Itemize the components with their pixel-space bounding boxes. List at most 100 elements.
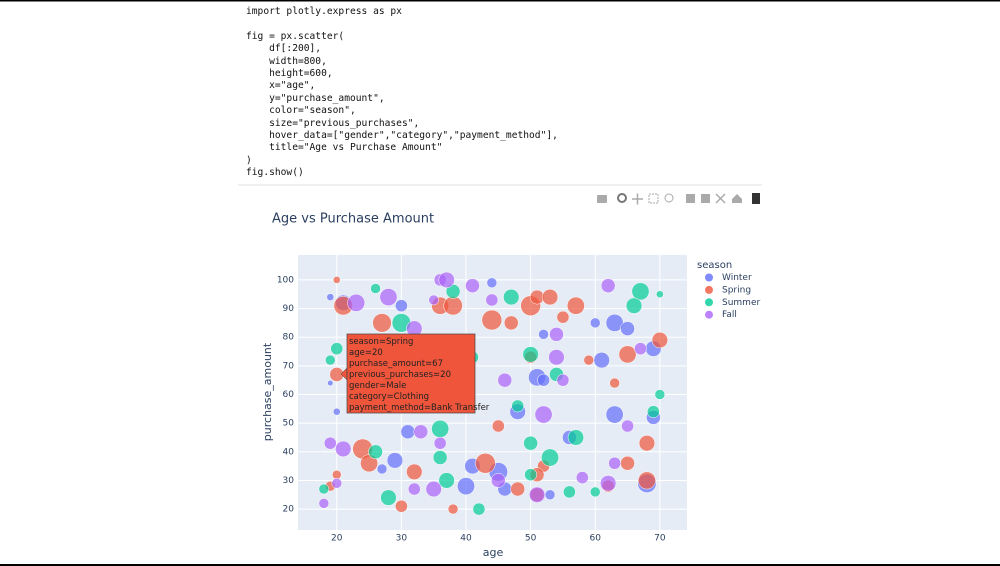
point: [600, 475, 617, 492]
point: [609, 377, 620, 389]
point: [620, 455, 635, 471]
point: [524, 468, 537, 482]
y-tick-label: 50: [283, 419, 295, 429]
point: [395, 299, 408, 313]
y-tick-label: 20: [283, 505, 295, 515]
tooltip-line: gender=Male: [349, 381, 406, 391]
code-line: width=800,: [246, 55, 327, 67]
point: [647, 405, 660, 419]
icon-zoom-in[interactable]: [686, 194, 695, 203]
point: [608, 456, 622, 470]
point: [654, 389, 666, 400]
point: [549, 327, 564, 342]
legend-title: season: [697, 260, 732, 271]
y-tick-label: 30: [283, 476, 295, 486]
x-tick-label: 60: [590, 534, 602, 544]
point: [503, 315, 519, 331]
point: [332, 276, 341, 284]
point: [318, 483, 330, 495]
point: [541, 288, 559, 306]
legend-marker: [705, 285, 713, 294]
icon-autoscale[interactable]: [715, 193, 726, 204]
icon-zoom-out[interactable]: [701, 194, 710, 203]
point: [621, 419, 634, 433]
point: [332, 407, 341, 416]
point: [538, 329, 549, 340]
point: [327, 380, 334, 387]
point: [323, 436, 337, 450]
y-tick-label: 60: [283, 390, 295, 400]
point: [503, 288, 520, 306]
point: [386, 452, 404, 469]
point: [634, 342, 647, 356]
code-line: y="purchase_amount",: [246, 92, 385, 104]
icon-box-select[interactable]: [648, 193, 659, 204]
point: [618, 345, 637, 364]
icon-lasso[interactable]: [664, 193, 674, 203]
point: [472, 502, 486, 516]
legend-marker: [705, 298, 713, 307]
tooltip-line: previous_purchases=20: [349, 370, 451, 380]
point: [548, 349, 565, 366]
y-tick-label: 100: [277, 275, 294, 285]
code-line: title="Age vs Purchase Amount": [246, 142, 443, 154]
point: [406, 463, 423, 481]
point: [372, 313, 392, 333]
tooltip-line: category=Clothing: [349, 392, 429, 402]
code-line: hover_data=["gender","category","payment…: [246, 130, 558, 141]
icon-camera[interactable]: [597, 195, 607, 203]
y-tick-label: 40: [283, 447, 295, 457]
point: [566, 296, 585, 315]
point: [600, 278, 616, 293]
x-tick-label: 30: [396, 534, 408, 544]
point: [475, 453, 496, 474]
y-tick-label: 90: [283, 304, 295, 314]
icon-pan[interactable]: [632, 193, 643, 205]
point: [510, 481, 526, 497]
tooltip-line: purchase_amount=67: [349, 359, 443, 369]
point: [490, 473, 506, 488]
point: [651, 331, 669, 349]
x-tick-label: 20: [331, 534, 343, 544]
point: [534, 405, 553, 424]
point: [481, 309, 503, 331]
legend-marker: [705, 273, 713, 282]
code-line: df[:200],: [246, 43, 322, 55]
point: [567, 429, 585, 446]
icon-plotly[interactable]: [752, 193, 760, 204]
point: [537, 373, 550, 387]
point: [625, 297, 643, 314]
point: [413, 424, 429, 440]
point: [583, 354, 595, 366]
code-line: ): [246, 154, 252, 166]
point: [589, 486, 601, 498]
point: [523, 435, 538, 451]
icon-zoom[interactable]: [617, 193, 627, 203]
code-line: x="age",: [246, 80, 316, 92]
tooltip-line: payment_method=Bank Transfer: [349, 403, 490, 413]
point: [368, 444, 383, 460]
legend-label: Spring: [722, 285, 751, 295]
icon-reset[interactable]: [732, 194, 742, 203]
point: [620, 321, 635, 336]
code-line: fig.show(): [246, 167, 304, 179]
point: [431, 419, 450, 438]
point: [465, 278, 480, 293]
tooltip-line: season=Spring: [349, 337, 413, 347]
point: [497, 372, 513, 388]
point: [380, 489, 397, 506]
point: [511, 399, 525, 413]
point: [443, 296, 463, 316]
point: [318, 498, 330, 509]
point: [522, 346, 539, 363]
point: [407, 482, 421, 496]
point: [631, 282, 650, 301]
point: [379, 288, 398, 307]
code-line: import plotly.express as px: [246, 6, 402, 17]
legend-label: Summer: [722, 298, 760, 308]
x-tick-label: 40: [460, 534, 472, 544]
point: [376, 463, 388, 475]
y-tick-label: 80: [283, 333, 295, 343]
point: [428, 294, 439, 306]
x-tick-label: 50: [525, 534, 537, 544]
